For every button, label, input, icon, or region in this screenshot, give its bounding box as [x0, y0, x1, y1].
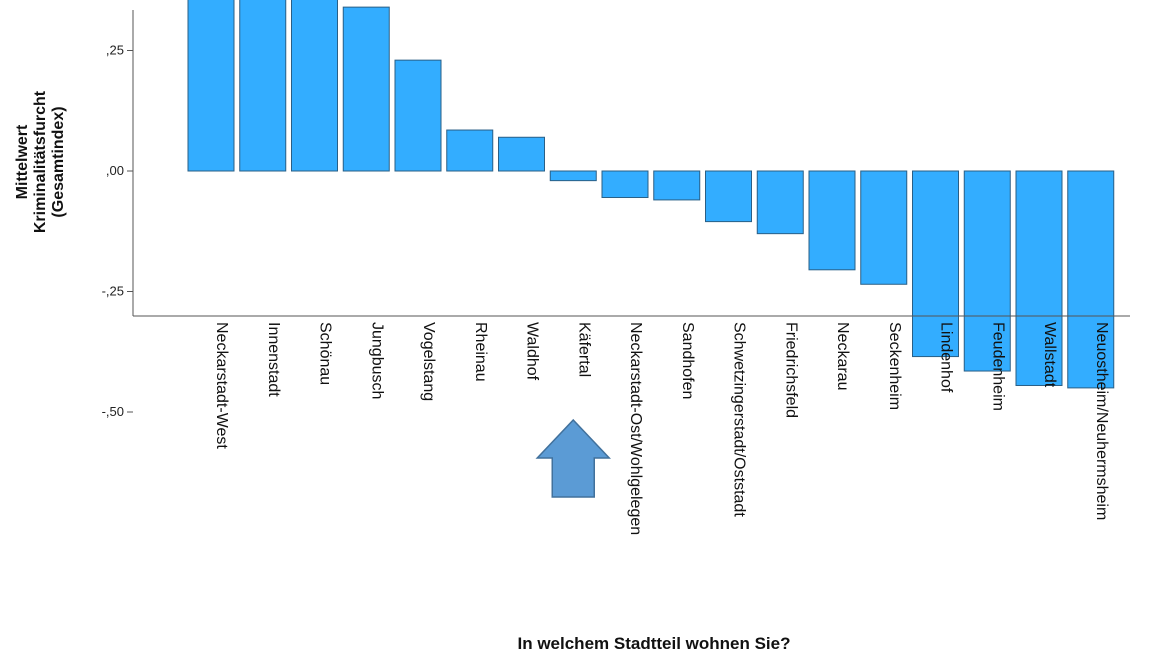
x-tick-label: Neuostheim/Neuhermsheim [1093, 322, 1110, 520]
bar [1015, 170, 1063, 386]
up-arrow-icon [535, 418, 611, 498]
x-tick-label: Friedrichsfeld [782, 322, 799, 418]
x-tick-label: Lindenhof [938, 322, 955, 393]
y-tick-label: -,50 [102, 404, 124, 419]
bar [756, 170, 804, 235]
bar [912, 170, 959, 358]
x-tick-label: Neckarstadt-Ost/Wohlgelegen [627, 322, 644, 535]
x-tick-label: Seckenheim [886, 322, 903, 410]
y-axis-ticks: ,50,25,00-,25-,50 [102, 43, 133, 419]
y-axis-title: Mittelwert Kriminalitätsfurcht (Gesamtinde… [14, 90, 67, 233]
y-tick-label: ,25 [106, 43, 124, 58]
x-tick-label: Schönau [317, 322, 334, 385]
x-tick-label: Neckarstadt-West [213, 322, 230, 449]
x-tick-label: Vogelstang [420, 322, 437, 401]
x-tick-label: Innenstadt [265, 322, 282, 397]
y-axis-title-line: Mittelwert [14, 124, 31, 199]
x-tick-label: Rheinau [472, 322, 489, 382]
x-tick-label: Jungbusch [368, 322, 385, 399]
x-tick-label: Wallstadt [1041, 322, 1058, 388]
y-axis-title-line: Kriminalitätsfurcht [32, 90, 49, 233]
bar [963, 170, 1011, 372]
bar [498, 136, 545, 172]
bar [860, 170, 908, 285]
bar [653, 170, 701, 201]
bar [601, 170, 649, 199]
bar [549, 170, 597, 182]
bar [705, 170, 752, 223]
bar [342, 6, 390, 172]
x-tick-label: Neckarau [834, 322, 851, 390]
x-tick-label: Schwetzingerstadt/Oststadt [731, 322, 748, 517]
x-tick-label: Feudenheim [989, 322, 1006, 411]
x-axis-title: In welchem Stadtteil wohnen Sie? [518, 634, 791, 653]
bar [394, 59, 442, 172]
bar [239, 0, 287, 172]
x-tick-label: Waldhof [524, 322, 541, 381]
y-axis-title-line: (Gesamtindex) [50, 106, 67, 217]
bar [187, 0, 235, 172]
x-tick-label: Sandhofen [679, 322, 696, 399]
x-axis-tick-labels: Neckarstadt-West Innenstadt Schönau Jungbus… [213, 322, 1110, 535]
annotation-arrow [535, 418, 611, 498]
bar [1067, 170, 1115, 389]
bar [291, 0, 338, 172]
y-tick-label: -,25 [102, 284, 124, 299]
bars [187, 0, 1115, 389]
y-tick-label: ,00 [106, 163, 124, 178]
bar [446, 129, 494, 172]
bar [808, 170, 856, 271]
x-tick-label: Käfertal [575, 322, 592, 377]
